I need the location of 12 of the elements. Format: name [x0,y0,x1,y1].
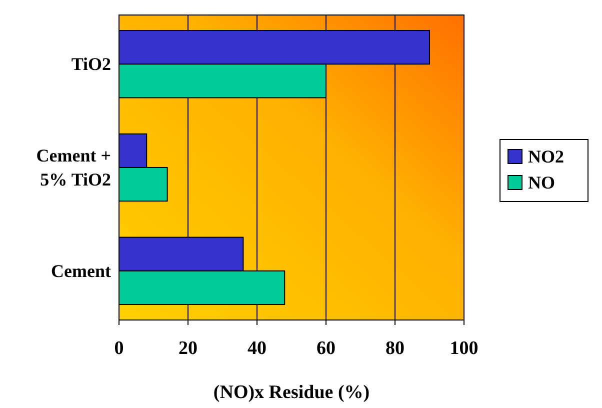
y-tick-label: Cement + 5% TiO2 [36,146,111,190]
y-tick-label: Cement [51,260,111,281]
x-tick-label: 60 [316,338,336,359]
x-tick-label: 0 [114,338,124,359]
x-tick-label: 40 [248,338,266,359]
legend-label: NO [528,172,555,192]
x-axis-title: (NO)x Residue (%) [213,382,370,403]
x-tick-label: 20 [178,338,198,359]
y-tick-label: TiO2 [71,54,111,74]
legend-label: NO2 [528,146,564,166]
x-tick-label: 80 [386,338,404,359]
x-tick-label: 100 [450,338,478,359]
